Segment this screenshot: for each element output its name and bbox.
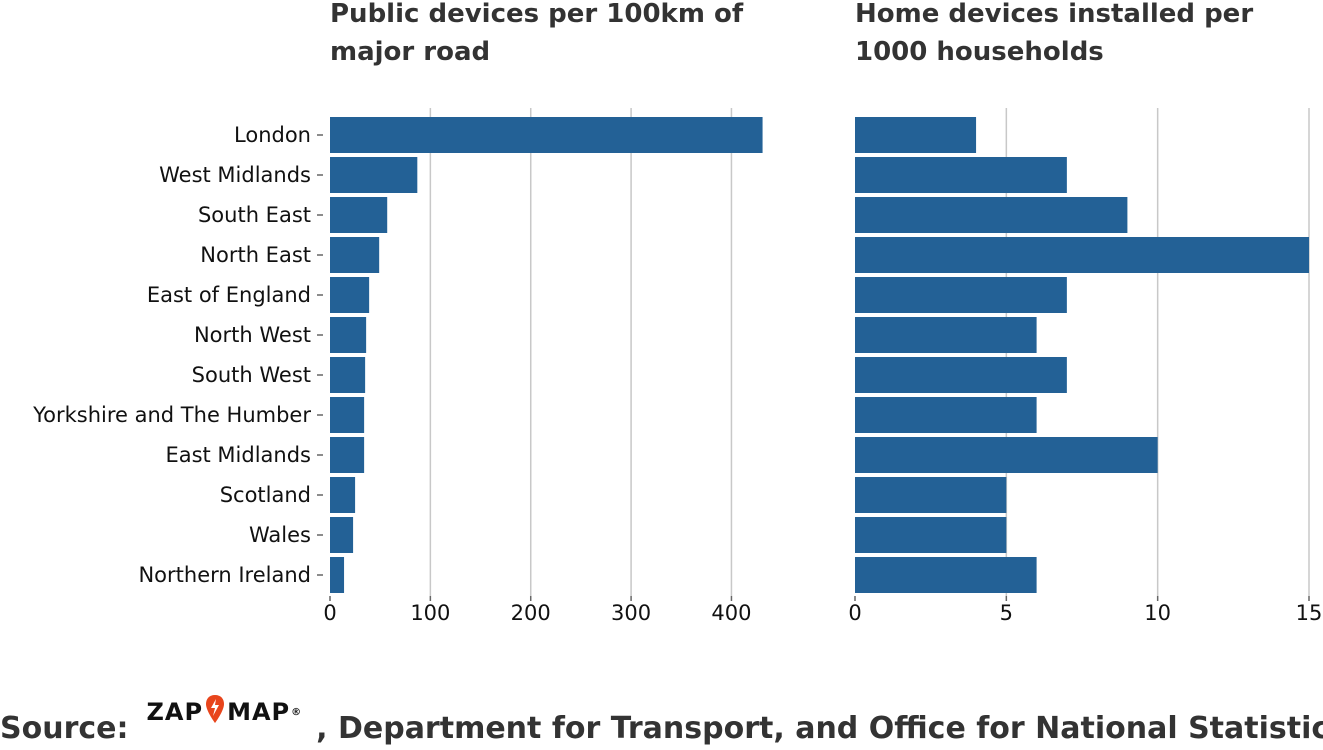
x-tick-label: 300: [611, 601, 651, 625]
home-devices-panel: Home devices installed per 1000 household…: [848, 0, 1322, 625]
bar-home-scotland: [855, 477, 1007, 513]
title-line-2: major road: [330, 37, 490, 67]
x-tick-label: 200: [511, 601, 551, 625]
category-label: London: [234, 123, 311, 147]
bar-home-north-west: [855, 317, 1037, 353]
x-tick-label: 15: [1296, 601, 1323, 625]
bar-public-north-east: [330, 237, 380, 273]
category-label: Northern Ireland: [138, 563, 311, 587]
x-tick-label: 0: [848, 601, 861, 625]
bar-public-south-west: [330, 357, 366, 393]
category-labels: London West Midlands South East North East E…: [32, 123, 323, 587]
x-tick-label: 100: [410, 601, 450, 625]
zapmap-logo: ZAP MAP ®: [147, 694, 303, 730]
x-tick-label: 10: [1144, 601, 1171, 625]
bar-home-north-east: [855, 237, 1309, 273]
registered-mark: ®: [291, 706, 303, 718]
panel-title-public: Public devices per 100km of major road: [330, 0, 744, 67]
category-label: West Midlands: [159, 163, 311, 187]
public-devices-panel: Public devices per 100km of major road 0 1…: [323, 0, 763, 625]
bar-public-north-west: [330, 317, 367, 353]
source-prefix: Source:: [0, 710, 129, 746]
bar-public-east-of-england: [330, 277, 370, 313]
category-label: East Midlands: [165, 443, 311, 467]
category-label: North East: [200, 243, 311, 267]
bar-public-yorkshire-and-the-humber: [330, 397, 365, 433]
bar-public-london: [330, 117, 763, 153]
title-line-1: Public devices per 100km of: [330, 0, 744, 29]
bar-home-west-midlands: [855, 157, 1067, 193]
bar-home-south-east: [855, 197, 1128, 233]
category-label: South West: [192, 363, 311, 387]
x-tick-label: 400: [711, 601, 751, 625]
category-label: Wales: [249, 523, 311, 547]
panel-title-home: Home devices installed per 1000 household…: [855, 0, 1253, 67]
x-tick-label: 0: [323, 601, 336, 625]
logo-text-left: ZAP: [146, 698, 204, 726]
bar-public-south-east: [330, 197, 388, 233]
title-line-1: Home devices installed per: [855, 0, 1253, 29]
title-line-2: 1000 households: [855, 37, 1104, 67]
category-label: East of England: [147, 283, 311, 307]
bar-home-northern-ireland: [855, 557, 1037, 593]
bar-home-yorkshire-and-the-humber: [855, 397, 1037, 433]
bar-home-east-midlands: [855, 437, 1158, 473]
category-label: Scotland: [220, 483, 311, 507]
bar-public-northern-ireland: [330, 557, 345, 593]
category-label: Yorkshire and The Humber: [32, 403, 311, 427]
bar-home-london: [855, 117, 977, 153]
bar-home-east-of-england: [855, 277, 1067, 313]
bar-home-wales: [855, 517, 1007, 553]
logo-text-right: MAP: [227, 698, 291, 726]
source-suffix: , Department for Transport, and Office f…: [316, 710, 1323, 746]
lightning-pin-icon: [205, 694, 225, 730]
bar-public-west-midlands: [330, 157, 418, 193]
category-label: South East: [198, 203, 311, 227]
chart: Public devices per 100km of major road 0 1…: [32, 0, 1322, 625]
bar-public-scotland: [330, 477, 356, 513]
x-tick-label: 5: [1000, 601, 1013, 625]
bar-home-south-west: [855, 357, 1067, 393]
category-label: North West: [194, 323, 311, 347]
bar-public-east-midlands: [330, 437, 365, 473]
source-line: Source: ZAP MAP ® , Department for Trans…: [0, 695, 1323, 750]
bar-public-wales: [330, 517, 354, 553]
